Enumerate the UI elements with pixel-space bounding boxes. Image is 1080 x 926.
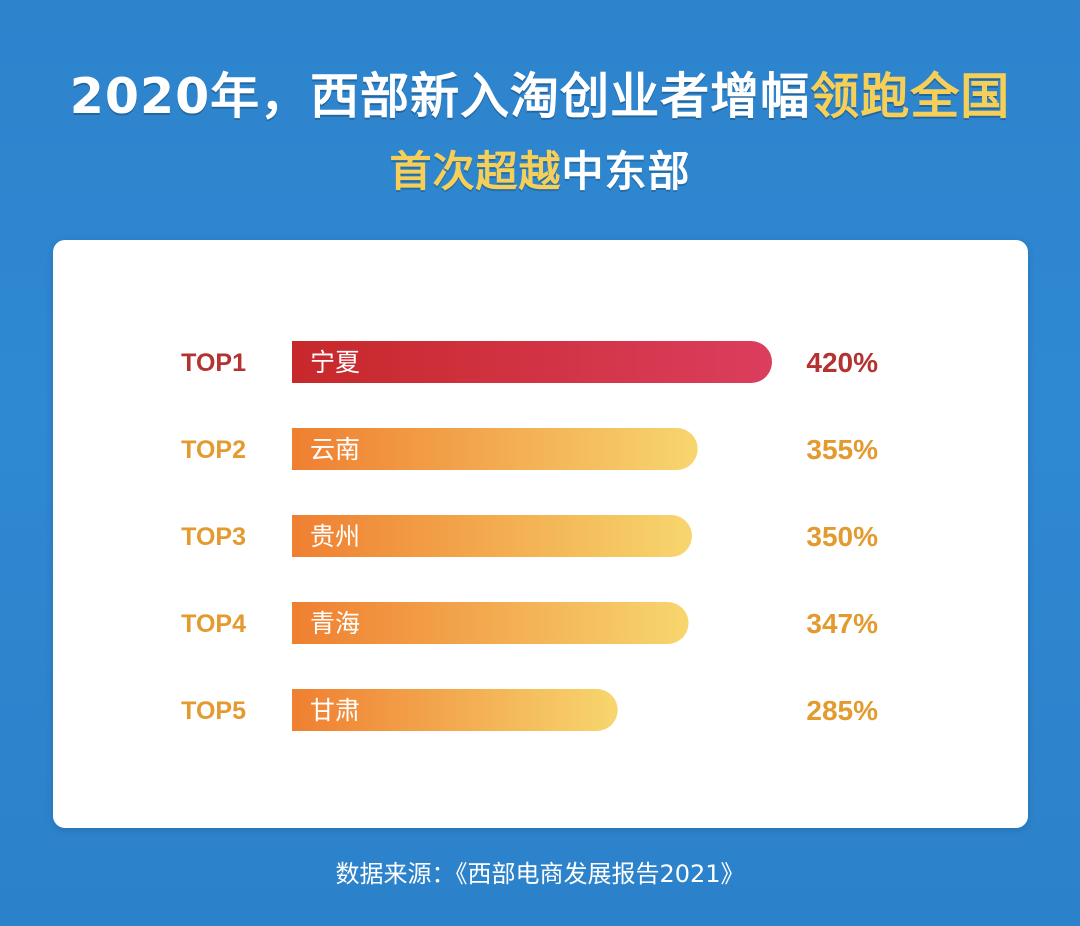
bar-3: [292, 515, 692, 557]
rank-label: TOP4: [181, 610, 246, 638]
page-subtitle: 首次超越中东部: [0, 146, 1080, 198]
page-subtitle-suffix: 中东部: [561, 147, 691, 196]
region-label: 甘肃: [310, 696, 360, 725]
bar-1: [292, 341, 772, 383]
page-subtitle-accent: 首次超越: [389, 147, 562, 196]
rank-label: TOP1: [181, 349, 246, 377]
page-title: 2020年，西部新入淘创业者增幅领跑全国: [0, 68, 1080, 126]
value-label: 355%: [806, 434, 878, 465]
region-label: 宁夏: [310, 348, 360, 377]
rank-label: TOP3: [181, 523, 246, 551]
page-title-prefix: 2020年，西部新入淘创业者增幅: [69, 68, 811, 125]
bar-2: [292, 428, 698, 470]
value-label: 285%: [806, 695, 878, 726]
region-label: 贵州: [310, 522, 360, 551]
bars-layer: TOP1 宁夏 420% TOP2 云南 355% TOP3 贵州 350% TOP4 青海 347%…: [181, 341, 878, 731]
bar-5: [292, 689, 618, 731]
page-title-accent: 领跑全国: [810, 68, 1011, 125]
value-label: 350%: [806, 521, 878, 552]
source-note: 数据来源：《西部电商发展报告2021》: [335, 860, 745, 888]
rank-label: TOP5: [181, 697, 246, 725]
chart-card: TOP1 宁夏 420% TOP2 云南 355% TOP3 贵州 350% TOP4 青海 347%…: [53, 240, 1028, 828]
rank-label: TOP2: [181, 436, 246, 464]
value-label: 420%: [806, 347, 878, 378]
ranking-bar-chart: TOP1 宁夏 420% TOP2 云南 355% TOP3 贵州 350% TOP4 青海 347%…: [181, 341, 878, 731]
region-label: 云南: [310, 435, 360, 464]
value-label: 347%: [806, 608, 878, 639]
bar-4: [292, 602, 689, 644]
region-label: 青海: [310, 609, 360, 638]
